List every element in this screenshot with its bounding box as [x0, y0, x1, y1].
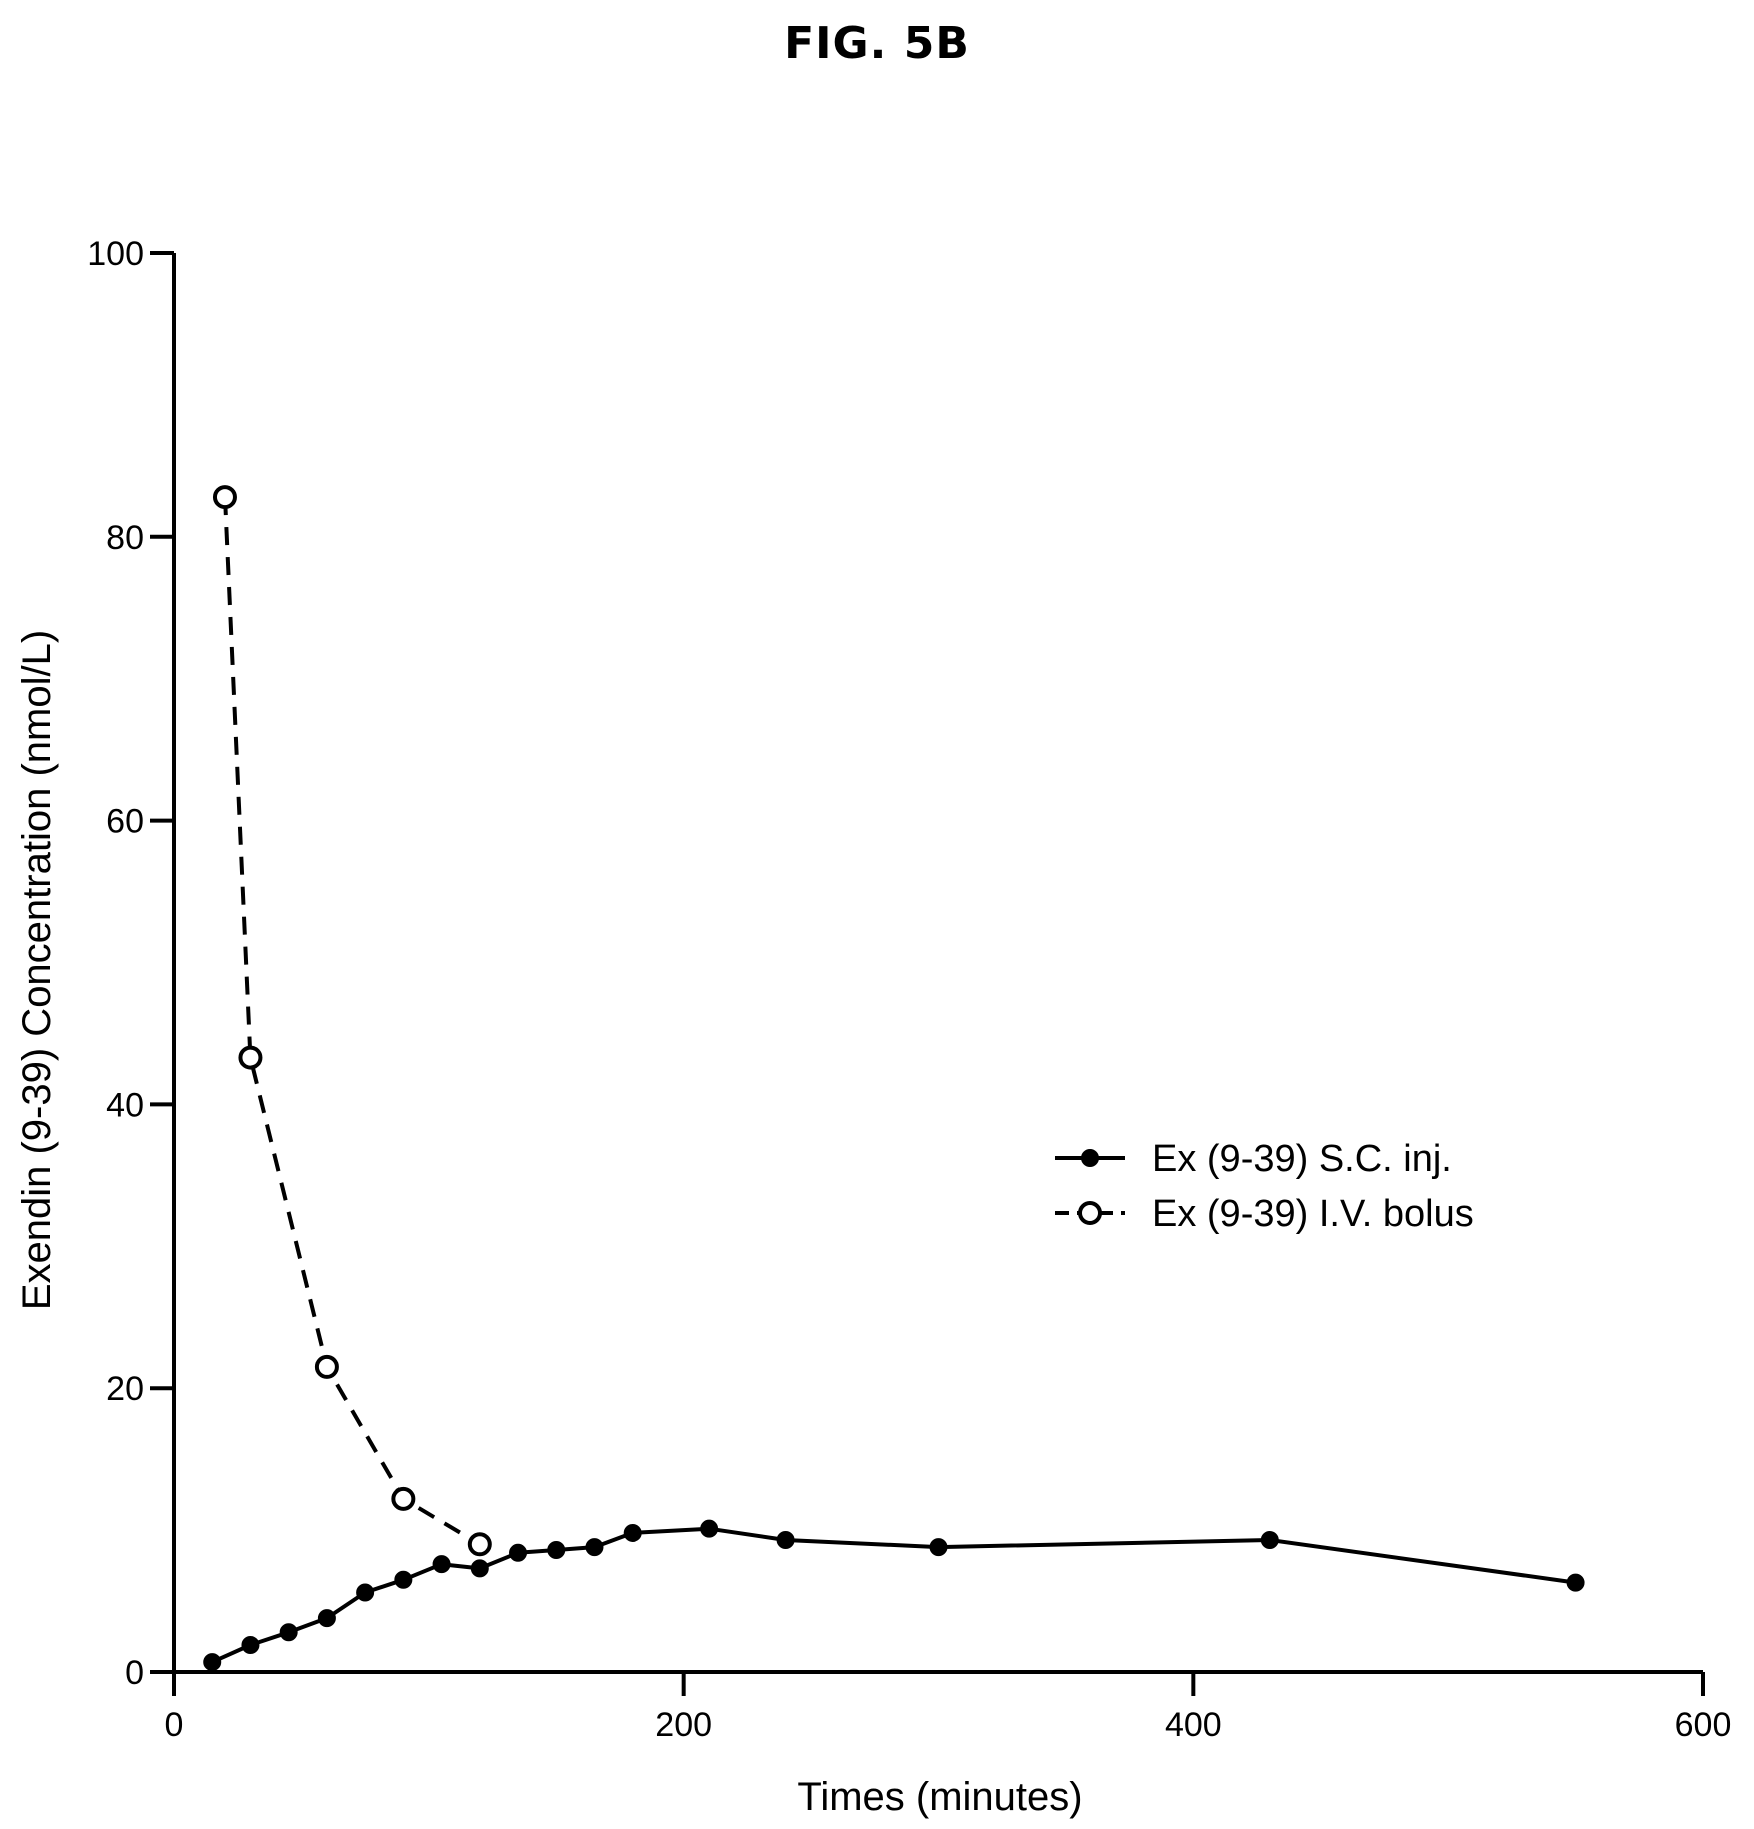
series-1	[203, 1519, 1585, 1672]
axes: 0 20 40 60 80 100 0 200 400 600	[87, 235, 1731, 1744]
legend-label: Ex (9-39) S.C. inj.	[1152, 1138, 1452, 1180]
y-tick-label: 20	[106, 1370, 144, 1408]
legend: Ex (9-39) S.C. inj. Ex (9-39) I.V. bolus	[1055, 1138, 1474, 1235]
series-line	[211, 1526, 1576, 1664]
series-2	[212, 485, 492, 1557]
data-point	[470, 1559, 489, 1578]
legend-item: Ex (9-39) I.V. bolus	[1055, 1193, 1474, 1235]
x-tick-label: 200	[655, 1706, 712, 1744]
y-tick-label: 60	[106, 803, 144, 841]
data-point	[391, 1486, 416, 1511]
y-tick-label: 0	[125, 1654, 144, 1692]
figure-title: FIG. 5B	[784, 18, 970, 69]
legend-swatch-marker	[1078, 1201, 1102, 1225]
y-tick-label: 40	[106, 1086, 144, 1124]
x-axis-title: Times (minutes)	[797, 1775, 1082, 1819]
x-tick-label: 600	[1675, 1706, 1732, 1744]
x-tick-label: 400	[1165, 1706, 1222, 1744]
data-point	[700, 1519, 719, 1538]
data-point	[929, 1538, 948, 1557]
data-point	[467, 1532, 492, 1557]
data-point	[776, 1531, 795, 1550]
data-point	[212, 485, 237, 510]
legend-item: Ex (9-39) S.C. inj.	[1055, 1138, 1452, 1180]
data-point	[241, 1636, 260, 1655]
data-point	[394, 1570, 413, 1589]
series-line	[223, 497, 481, 1547]
data-point	[314, 1354, 339, 1379]
data-point	[547, 1540, 566, 1559]
data-point	[1566, 1573, 1585, 1592]
data-point	[623, 1523, 642, 1542]
data-point	[203, 1653, 222, 1672]
data-point	[356, 1583, 375, 1602]
data-point	[317, 1609, 336, 1628]
y-tick-label: 100	[87, 235, 144, 273]
y-tick-label: 80	[106, 519, 144, 557]
data-point	[279, 1623, 298, 1642]
data-point	[238, 1045, 263, 1070]
data-point	[509, 1543, 528, 1562]
data-point	[1260, 1531, 1279, 1550]
y-axis-title: Exendin (9-39) Concentration (nmol/L)	[15, 630, 59, 1310]
legend-label: Ex (9-39) I.V. bolus	[1152, 1193, 1474, 1235]
data-point	[432, 1555, 451, 1574]
series-group	[203, 485, 1585, 1672]
data-point	[585, 1538, 604, 1557]
legend-swatch-marker	[1081, 1149, 1099, 1167]
x-tick-label: 0	[165, 1706, 184, 1744]
